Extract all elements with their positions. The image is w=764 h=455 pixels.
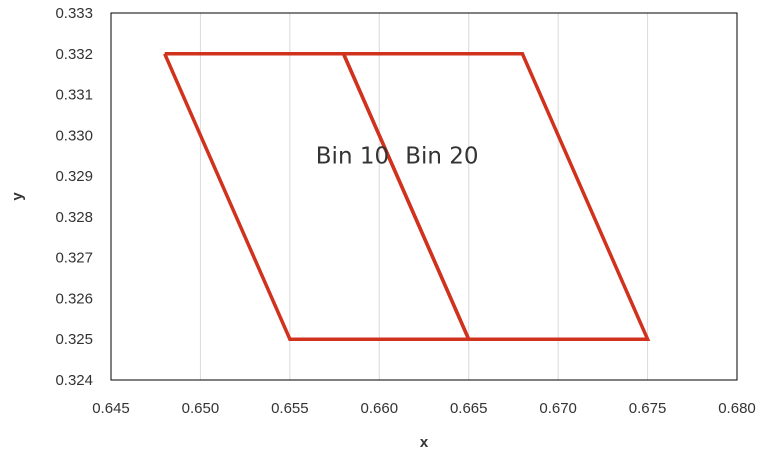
x-axis-title: x: [420, 434, 429, 451]
series-line: [163, 52, 472, 341]
x-tick-label: 0.675: [629, 400, 667, 417]
y-tick-label: 0.324: [55, 372, 93, 389]
y-tick-label: 0.330: [55, 127, 93, 144]
x-tick-label: 0.670: [539, 400, 577, 417]
y-tick-label: 0.327: [55, 250, 93, 267]
y-tick-label: 0.331: [55, 87, 93, 104]
x-tick-labels: 0.645 0.650 0.655 0.660 0.665 0.670 0.675 0.680: [92, 400, 756, 417]
x-tick-label: 0.660: [361, 400, 399, 417]
plot-area-border: [110, 12, 738, 381]
y-tick-label: 0.333: [55, 5, 93, 22]
y-tick-label: 0.325: [55, 331, 93, 348]
y-tick-label: 0.332: [55, 46, 93, 63]
series-group: [163, 52, 651, 341]
x-tick-label: 0.655: [271, 400, 309, 417]
y-tick-labels: 0.324 0.325 0.326 0.327 0.328 0.329 0.330 0.331…: [55, 5, 93, 389]
x-tick-label: 0.645: [92, 400, 130, 417]
y-tick-label: 0.329: [55, 168, 93, 185]
bin-annotation: Bin 20: [405, 144, 478, 170]
annotations: Bin 10 Bin 20: [316, 144, 479, 170]
bin-annotation: Bin 10: [316, 144, 389, 170]
y-tick-label: 0.328: [55, 209, 93, 226]
x-tick-label: 0.665: [450, 400, 488, 417]
series-line: [341, 52, 651, 341]
y-axis-title: y: [9, 192, 26, 201]
x-tick-label: 0.680: [718, 400, 756, 417]
x-tick-label: 0.650: [182, 400, 220, 417]
grid: [199, 13, 649, 380]
y-tick-label: 0.326: [55, 290, 93, 307]
